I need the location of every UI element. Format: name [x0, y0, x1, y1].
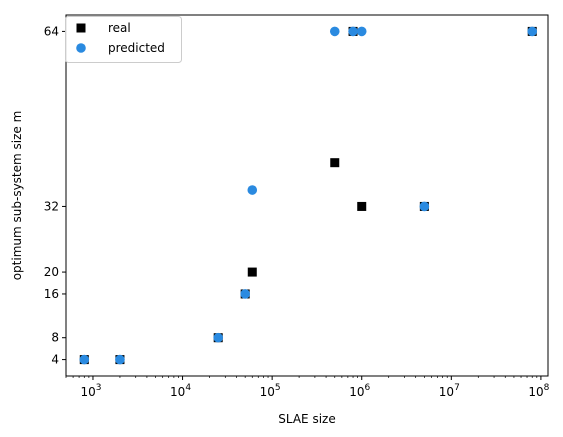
y-tick-label-4: 32: [44, 199, 59, 213]
x-axis-label: SLAE size: [278, 412, 335, 426]
point-predicted-9: [527, 26, 538, 37]
point-real-7: [357, 201, 367, 211]
y-axis-label: optimum sub-system size m: [10, 111, 24, 281]
legend-label-predicted: predicted: [108, 41, 165, 55]
legend-box: [65, 16, 182, 63]
plot-frame: [65, 14, 549, 377]
axes: 103 104 105 106 107 108 4 8 16 20 32 64: [44, 14, 550, 399]
legend-label-real: real: [108, 21, 131, 35]
legend-marker-predicted: [76, 43, 86, 53]
y-tick-label-1: 8: [51, 331, 59, 345]
point-predicted-4: [247, 185, 258, 195]
point-predicted-7: [356, 26, 367, 37]
legend-marker-real: [76, 23, 86, 33]
y-tick-label-2: 16: [44, 287, 59, 301]
x-tick-label-4: 107: [439, 383, 460, 399]
plot-marks: [79, 26, 538, 365]
point-predicted-2: [213, 332, 224, 343]
x-tick-label-1: 104: [170, 383, 191, 399]
point-real-5: [330, 158, 340, 168]
x-tick-label-5: 108: [528, 383, 549, 399]
point-predicted-3: [240, 289, 250, 299]
point-predicted-5: [329, 26, 340, 37]
y-tick-label-3: 20: [44, 265, 59, 279]
point-real-4: [247, 267, 257, 277]
x-tick-label-0: 103: [80, 383, 101, 399]
point-predicted-1: [115, 354, 125, 365]
y-tick-label-5: 64: [44, 24, 59, 38]
point-predicted-8: [419, 201, 430, 212]
legend: real predicted: [65, 16, 182, 63]
x-tick-label-3: 106: [349, 383, 370, 399]
y-tick-label-0: 4: [51, 353, 59, 367]
point-predicted-0: [79, 354, 90, 365]
point-predicted-6: [348, 26, 358, 37]
x-tick-label-2: 105: [260, 383, 281, 399]
